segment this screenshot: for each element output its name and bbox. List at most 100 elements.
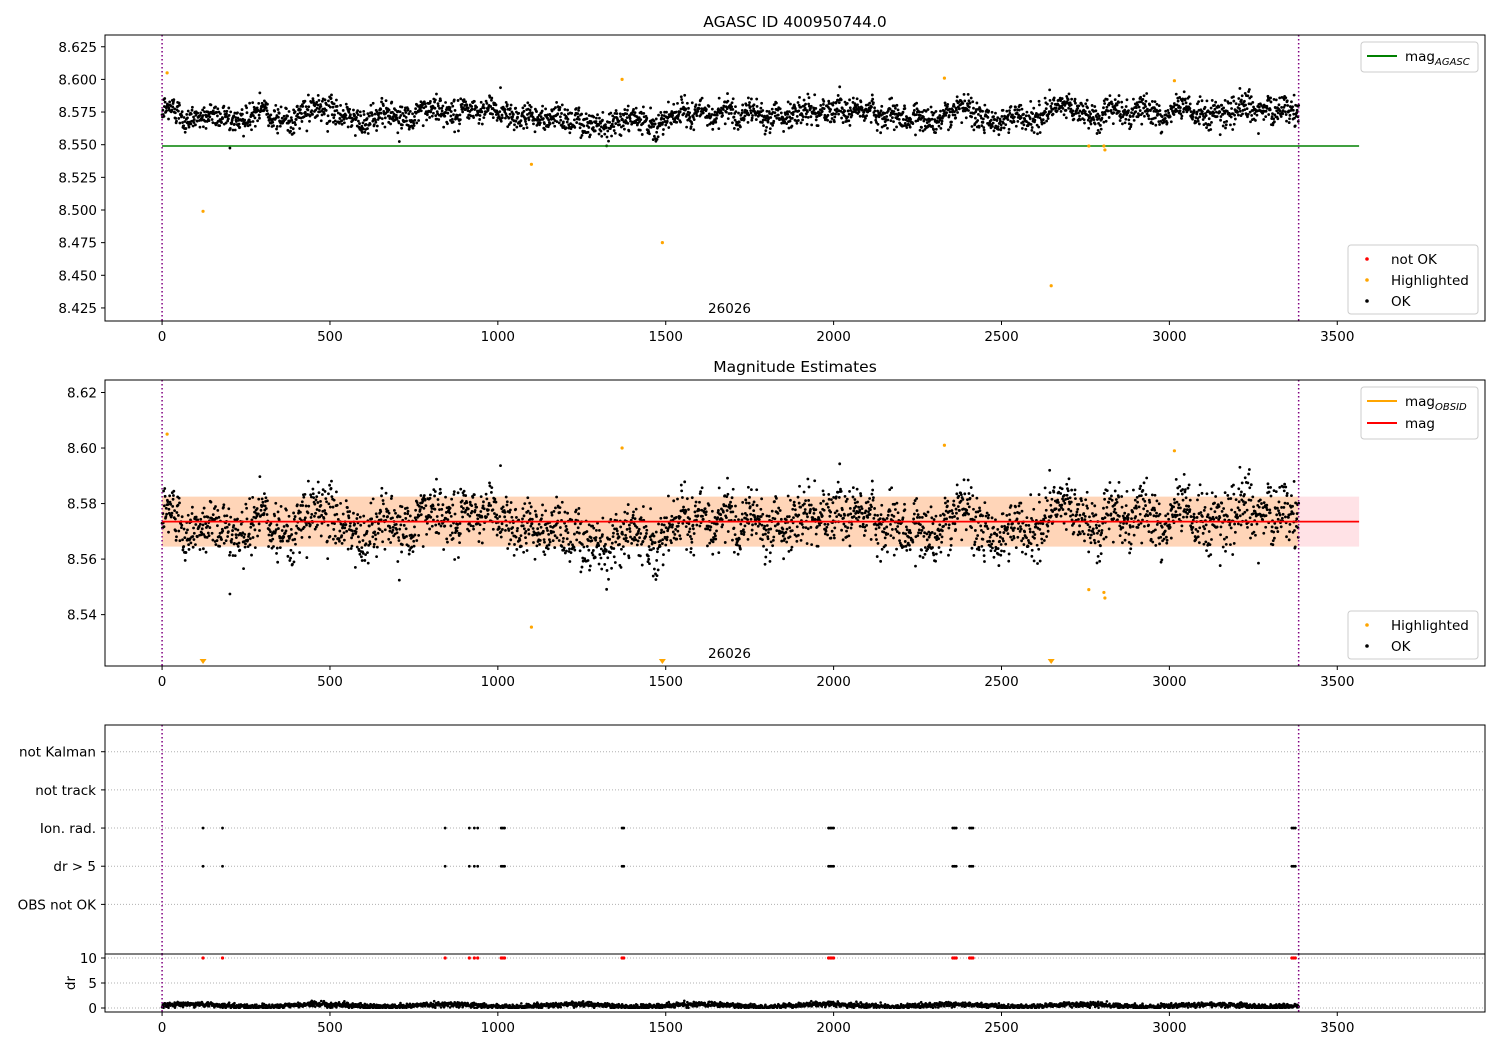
ok-point xyxy=(740,512,744,516)
ok-point xyxy=(706,124,709,127)
ok-point xyxy=(246,538,250,542)
ok-point xyxy=(623,552,626,556)
ok-point xyxy=(630,112,634,116)
ok-point xyxy=(313,527,317,531)
ok-point xyxy=(390,100,394,104)
ok-point xyxy=(347,516,351,520)
ok-point xyxy=(743,114,747,118)
ok-point xyxy=(332,498,336,502)
ok-point xyxy=(491,116,495,119)
ok-point xyxy=(195,535,199,539)
ok-point xyxy=(306,93,310,97)
ok-point xyxy=(451,537,455,540)
ok-point xyxy=(1219,118,1222,122)
ok-point xyxy=(876,109,879,113)
ok-point xyxy=(180,526,183,530)
ok-point xyxy=(241,112,244,116)
ok-point xyxy=(612,555,616,559)
ok-point xyxy=(286,539,290,543)
ok-point xyxy=(233,122,236,126)
ok-point xyxy=(591,549,595,552)
ok-point xyxy=(511,526,515,529)
ok-point xyxy=(538,539,542,542)
ok-point xyxy=(604,126,608,129)
ok-point xyxy=(171,497,175,501)
ok-point xyxy=(522,127,526,130)
ok-point xyxy=(218,544,222,548)
ok-point xyxy=(180,110,184,114)
highlighted-point xyxy=(529,162,534,166)
ok-point xyxy=(461,110,465,114)
ok-point xyxy=(652,119,656,123)
ok-point xyxy=(499,119,503,123)
ok-point xyxy=(1102,120,1106,124)
ok-point xyxy=(470,105,474,108)
ok-point xyxy=(300,120,304,123)
ok-point xyxy=(449,110,453,113)
ok-point xyxy=(949,123,953,127)
ok-point xyxy=(975,101,979,105)
ok-point xyxy=(588,564,592,568)
ok-point xyxy=(806,477,810,481)
ok-point xyxy=(318,515,322,519)
ok-point xyxy=(290,533,294,536)
ok-point xyxy=(992,115,995,119)
ok-point xyxy=(1276,117,1280,121)
ok-point xyxy=(1074,111,1078,115)
ok-point xyxy=(425,532,429,536)
ok-point xyxy=(163,97,167,100)
ok-point xyxy=(455,529,459,533)
ok-point xyxy=(862,534,866,537)
ok-point xyxy=(923,117,926,121)
ok-point xyxy=(876,122,880,126)
ok-point xyxy=(950,120,953,124)
ok-point xyxy=(1127,109,1130,113)
ok-point xyxy=(741,103,745,107)
ok-point xyxy=(314,525,318,529)
ok-point xyxy=(263,504,267,508)
highlighted-point xyxy=(1102,144,1106,148)
ok-point xyxy=(504,101,508,104)
ok-point xyxy=(528,501,532,505)
ok-point xyxy=(288,559,292,562)
ok-point xyxy=(862,110,866,114)
ok-point xyxy=(361,127,365,131)
ok-point xyxy=(829,510,833,514)
ok-point xyxy=(234,536,238,539)
ok-point xyxy=(582,124,586,128)
ok-point xyxy=(1080,112,1084,115)
ok-point xyxy=(417,119,421,122)
ok-point xyxy=(421,545,425,548)
ok-point xyxy=(303,492,307,496)
ok-point xyxy=(690,122,694,126)
ok-point xyxy=(1035,123,1039,127)
ok-point xyxy=(996,125,1000,129)
ok-point xyxy=(201,125,205,129)
ok-point xyxy=(413,516,417,520)
ok-point xyxy=(656,550,659,554)
ok-point xyxy=(655,574,659,578)
ok-point xyxy=(793,107,797,110)
ok-point xyxy=(677,113,681,117)
ok-point xyxy=(240,510,244,514)
ok-point xyxy=(692,527,695,531)
ok-point xyxy=(788,119,792,123)
ok-point xyxy=(186,116,189,120)
ok-point xyxy=(771,544,775,548)
ok-point xyxy=(379,510,383,513)
ok-point xyxy=(236,517,239,521)
ok-point xyxy=(395,117,399,121)
ok-point xyxy=(173,107,176,111)
ok-point xyxy=(358,122,361,125)
ok-point xyxy=(867,510,870,514)
ok-point xyxy=(655,138,659,141)
ok-point xyxy=(803,502,806,506)
ok-point xyxy=(439,99,443,102)
ok-point xyxy=(429,100,432,103)
ok-point xyxy=(498,515,502,518)
ok-point xyxy=(590,539,594,543)
ok-point xyxy=(1036,113,1040,117)
ok-point xyxy=(1251,100,1255,104)
ok-point xyxy=(689,550,693,554)
ok-point xyxy=(430,510,433,514)
